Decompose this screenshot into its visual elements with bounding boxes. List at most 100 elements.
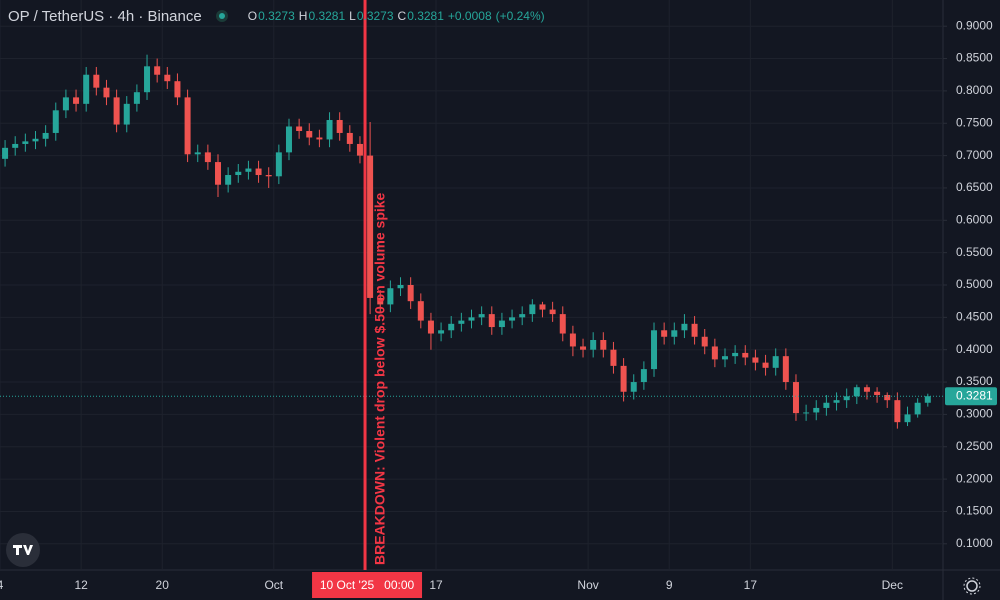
candle-body (803, 412, 810, 414)
candle-body (691, 323, 698, 337)
candle-body (519, 314, 526, 318)
legend-key: L (349, 9, 356, 23)
candle-body (285, 126, 292, 153)
market-status[interactable] (215, 10, 228, 22)
y-tick-label: 0.9000 (956, 18, 993, 32)
y-tick-label: 0.3000 (956, 407, 993, 421)
candle-body (853, 387, 860, 397)
candle-body (569, 333, 576, 347)
candle-body (397, 285, 404, 289)
candle-body (874, 391, 881, 395)
candle-body (407, 285, 414, 302)
y-tick-label: 0.7500 (956, 115, 993, 129)
candle-body (255, 168, 262, 176)
y-tick-label: 0.8500 (956, 51, 993, 65)
settings-icon[interactable] (963, 577, 981, 595)
candle-body (904, 414, 911, 423)
y-tick-label: 0.1500 (956, 504, 993, 518)
legend-key: C (397, 9, 407, 23)
y-tick-label: 0.6000 (956, 212, 993, 226)
candle-body (539, 304, 546, 310)
y-tick-label: 0.1000 (956, 536, 993, 550)
symbol-title[interactable]: OP / TetherUS · 4h · Binance (8, 7, 202, 25)
candle-body (671, 330, 678, 337)
candle-body (73, 97, 80, 104)
legend-value: 0.3281 (407, 9, 444, 23)
candle-body (164, 74, 171, 82)
candle-body (427, 320, 434, 334)
candle-body (22, 141, 29, 144)
candle-body (275, 152, 282, 177)
candle-body (620, 365, 627, 392)
logo-mark (13, 545, 33, 555)
candle-body (245, 168, 252, 172)
candle-body (346, 132, 353, 144)
tv-logo (6, 533, 40, 567)
candle-body (640, 369, 647, 383)
y-tick-label: 0.4000 (956, 342, 993, 356)
candle-body (144, 66, 151, 93)
last-price-box (945, 387, 997, 406)
x-tick-label: Oct (264, 578, 283, 592)
candle-body (306, 131, 313, 138)
legend-change-pct: (+0.24%) (495, 9, 545, 23)
candle-body (296, 126, 303, 132)
candle-body (701, 336, 708, 347)
candle-body (924, 396, 931, 403)
legend-key: O (247, 9, 258, 23)
crosshair-label: 10 Oct '25 00:00 (320, 578, 415, 592)
candle-body (630, 382, 637, 392)
candle-body (194, 152, 201, 155)
legend-value: 0.3273 (356, 9, 394, 23)
candle-body (813, 407, 820, 413)
candle-body (610, 349, 617, 366)
candle-body (498, 320, 505, 328)
candle-body (123, 103, 130, 125)
candle-body (448, 323, 455, 331)
candle-body (32, 138, 39, 142)
candle-body (438, 330, 445, 334)
candle-body (752, 357, 759, 363)
candle-body (580, 346, 587, 350)
candle-body (651, 330, 658, 370)
y-tick-label: 0.3500 (956, 374, 993, 388)
x-tick-label: 17 (429, 578, 443, 592)
candle-body (488, 314, 495, 328)
candle-body (356, 143, 363, 156)
x-tick-label: 17 (744, 578, 758, 592)
annotation: BREAKDOWN: Violent drop below $.50 on vo… (372, 192, 388, 565)
candle-body (782, 356, 789, 383)
candle-body (215, 162, 222, 185)
candle-body (792, 382, 799, 414)
candle-body (661, 330, 668, 337)
candle-body (103, 87, 110, 98)
candle-body (742, 352, 749, 358)
candle-body (265, 175, 272, 177)
candle-body (367, 155, 374, 298)
candle-body (154, 66, 161, 75)
symbol-header: OP / TetherUS · 4h · Binance O 0.3273 H 0.… (8, 6, 549, 26)
candle-body (721, 356, 728, 360)
candle-body (62, 97, 69, 111)
y-tick-label: 0.8000 (956, 83, 993, 97)
legend-value: 0.3281 (308, 9, 346, 23)
candle-body (681, 323, 688, 331)
candle-body (377, 297, 384, 305)
x-tick-label: 20 (156, 578, 170, 592)
candle-body (12, 143, 19, 148)
candle-body (772, 356, 779, 368)
y-tick-label: 0.5000 (956, 277, 993, 291)
candle-body (732, 352, 739, 357)
x-tick-label: 12 (74, 578, 88, 592)
x-tick-label: Dec (882, 578, 903, 592)
x-tick-label: 4 (0, 578, 4, 592)
candle-body (83, 74, 90, 104)
candle-body (823, 402, 830, 408)
x-tick-label: 9 (666, 578, 673, 592)
candle-body (174, 81, 181, 98)
candle-body (336, 120, 343, 133)
y-tick-label: 0.4500 (956, 310, 993, 324)
last-price-label: 0.3281 (956, 388, 993, 402)
